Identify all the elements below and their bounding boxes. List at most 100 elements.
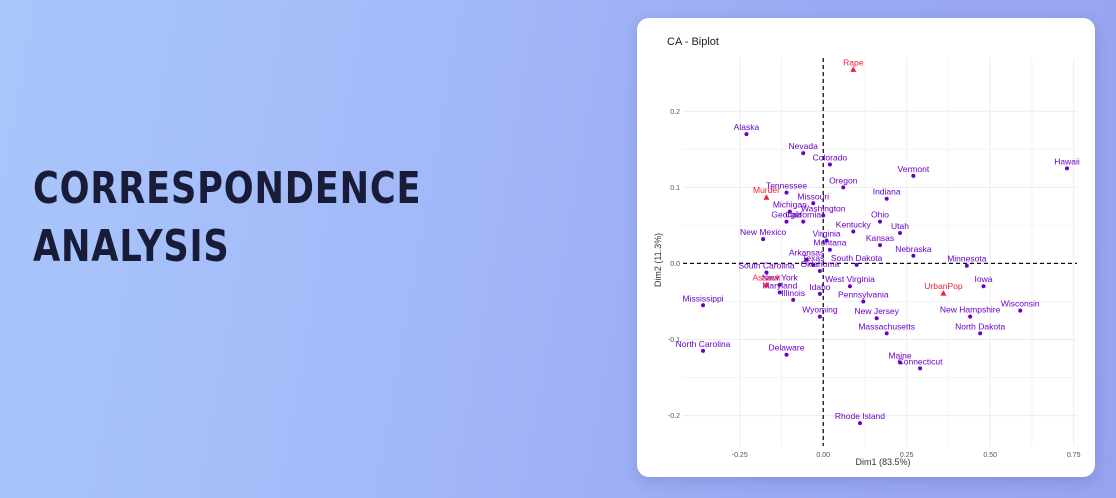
y-axis-label: Dim2 (11.3%) [653, 233, 663, 287]
state-point-label: Virginia [812, 229, 840, 239]
state-point-label: West Virginia [825, 274, 875, 284]
state-point-marker [791, 297, 796, 302]
state-point-marker [911, 173, 916, 178]
x-tick-label: 0.75 [1067, 452, 1081, 459]
state-point-label: Indiana [873, 187, 901, 197]
state-point-marker [964, 263, 969, 268]
state-point-marker [857, 421, 862, 426]
state-point-marker [1018, 308, 1023, 313]
state-point-marker [861, 299, 866, 304]
variable-point-label: Rape [843, 57, 864, 67]
state-point-label: Michigan [773, 200, 807, 210]
x-tick-label: 0.00 [816, 452, 830, 459]
state-point-marker [851, 229, 856, 234]
state-point-marker [854, 262, 859, 267]
state-point-marker [764, 270, 769, 275]
state-point-marker [827, 247, 832, 252]
state-point-marker [817, 291, 822, 296]
state-point-label: Colorado [813, 153, 848, 163]
state-point-label: North Dakota [955, 321, 1005, 331]
state-point-marker [918, 366, 923, 371]
state-point-marker [968, 314, 973, 319]
state-point-label: Wisconsin [1001, 299, 1040, 309]
state-point-marker [784, 219, 789, 224]
state-point-label: Georgia [771, 210, 802, 220]
state-point-marker [811, 201, 816, 206]
variable-point-label: UrbanPop [924, 281, 963, 291]
state-point-marker [878, 243, 882, 248]
state-point-label: South Carolina [738, 261, 795, 271]
state-point-label: California [785, 210, 821, 220]
x-tick-label: -0.25 [732, 452, 748, 459]
state-point-marker [811, 262, 816, 267]
state-point-marker [701, 303, 706, 308]
state-point-label: Wyoming [802, 305, 838, 315]
state-point-label: Oregon [829, 175, 858, 185]
state-point-label: Pennsylvania [838, 289, 889, 299]
variable-point-label: Assault [753, 273, 782, 283]
state-point-label: Mississippi [682, 293, 723, 303]
grid [683, 58, 1077, 446]
headline-line-1: CORRESPONDENCE [33, 163, 422, 214]
state-point-label: Ohio [871, 210, 889, 220]
state-point-marker [817, 314, 822, 319]
state-point-label: New Hampshire [940, 305, 1001, 315]
state-point-label: Kentucky [836, 219, 872, 229]
state-point-label: North Carolina [676, 339, 731, 349]
state-point-marker [777, 290, 782, 295]
state-point-label: Missouri [797, 191, 829, 201]
state-point-label: Texas [802, 253, 824, 263]
state-point-label: Massachusetts [858, 321, 915, 331]
y-tick-label: 0.2 [670, 109, 680, 116]
state-point-marker [821, 213, 826, 218]
state-point-label: Minnesota [947, 254, 986, 264]
state-point-marker [804, 257, 809, 262]
state-point-label: Alaska [734, 122, 760, 132]
state-point-marker [981, 284, 986, 289]
state-point-marker [1064, 166, 1069, 171]
state-point-label: Connecticut [898, 356, 944, 366]
state-point-marker [827, 162, 832, 167]
state-point-marker [801, 219, 806, 224]
state-point-label: Maine [888, 350, 911, 360]
state-point-marker [841, 185, 846, 190]
state-point-label: New Mexico [740, 227, 787, 237]
x-axis-label: Dim1 (83.5%) [855, 457, 910, 467]
data-points: Alaska Nevada Colorado Vermont Hawaii Oregon T… [676, 57, 1080, 426]
variable-point-marker [940, 290, 947, 296]
state-point-marker [878, 219, 882, 224]
state-point-label: Montana [813, 238, 846, 248]
x-tick-label: 0.25 [900, 452, 914, 459]
state-point-marker [801, 151, 806, 156]
state-point-marker [884, 196, 889, 201]
state-point-marker [898, 230, 903, 235]
state-point-label: New York [762, 273, 799, 283]
state-point-marker [911, 253, 916, 258]
headline: CORRESPONDENCE ANALYSIS [33, 160, 421, 276]
state-point-marker [787, 209, 792, 214]
state-point-label: Delaware [769, 343, 805, 353]
state-point-marker [874, 316, 879, 321]
state-point-label: Iowa [975, 274, 993, 284]
state-point-marker [701, 348, 706, 353]
state-point-label: Kansas [866, 233, 894, 243]
state-point-label: Tennessee [766, 181, 807, 191]
ca-biplot-chart: CA - Biplot Dim1 (83.5%) Dim2 (11.3%) -0… [653, 36, 1081, 467]
variable-point-marker [850, 66, 857, 72]
state-point-label: Vermont [898, 164, 930, 174]
axis-ticks: -0.25 0.00 0.25 0.50 0.75 0.2 0.1 0.0 -0.1 -0.2 [668, 109, 1081, 459]
state-point-label: South Dakota [831, 253, 883, 263]
headline-line-2: ANALYSIS [33, 221, 230, 272]
state-point-label: Hawaii [1054, 156, 1080, 166]
state-point-label: Oklahoma [801, 259, 840, 269]
variable-point-marker [763, 194, 770, 200]
variable-point-label: Murder [753, 185, 780, 195]
state-point-label: Maryland [762, 280, 797, 290]
state-point-marker [884, 331, 889, 336]
state-point-marker [744, 132, 749, 137]
state-point-marker [784, 352, 789, 357]
state-point-label: New Jersey [854, 306, 899, 316]
state-point-label: Nevada [789, 141, 819, 151]
state-point-label: Rhode Island [835, 411, 885, 421]
state-point-label: Washington [801, 203, 846, 213]
